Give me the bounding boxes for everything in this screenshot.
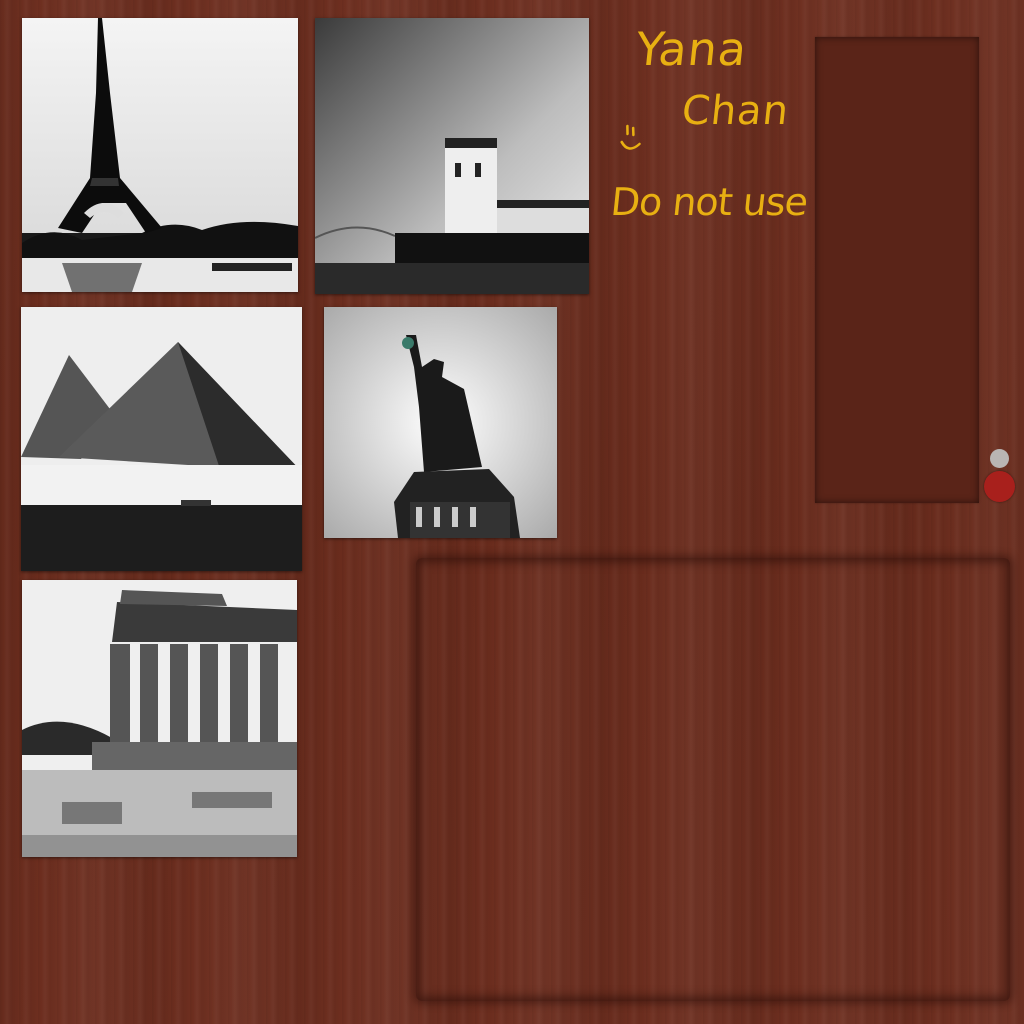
door-panel[interactable] bbox=[815, 37, 979, 503]
grey-indicator-dot[interactable] bbox=[990, 449, 1009, 468]
note-name-line-2: Chan bbox=[679, 88, 792, 134]
belem-tower-photo[interactable] bbox=[315, 18, 589, 294]
pyramids-photo[interactable] bbox=[21, 307, 302, 571]
note-name-line-1: Yana bbox=[633, 22, 751, 76]
eiffel-tower-photo[interactable] bbox=[22, 18, 298, 292]
empty-board-area[interactable] bbox=[416, 558, 1010, 1001]
red-indicator-button[interactable] bbox=[984, 471, 1015, 502]
note-warning: Do not use bbox=[608, 180, 810, 224]
statue-of-liberty-photo[interactable] bbox=[324, 307, 557, 538]
parthenon-photo[interactable] bbox=[22, 580, 297, 857]
smiley-face-icon bbox=[620, 124, 641, 150]
